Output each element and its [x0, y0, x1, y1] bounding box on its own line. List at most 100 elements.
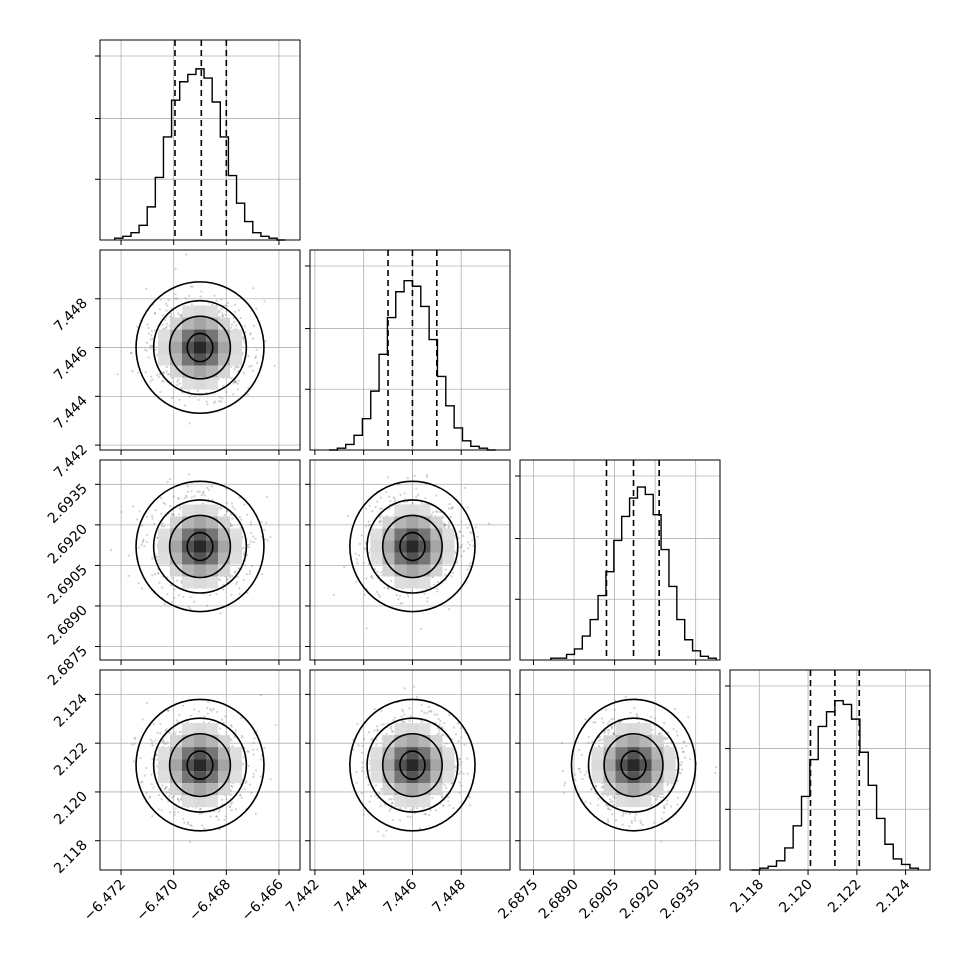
scatter-point [467, 547, 470, 550]
density-cell [230, 341, 242, 354]
scatter-point [156, 731, 159, 734]
scatter-point [379, 804, 382, 807]
scatter-point [417, 493, 420, 496]
scatter-point [409, 808, 412, 811]
density-cell [158, 329, 170, 342]
scatter-point [153, 312, 156, 315]
scatter-point [450, 575, 453, 578]
scatter-point [160, 512, 163, 515]
scatter-point [244, 331, 247, 334]
scatter-point [166, 741, 169, 744]
scatter-point [206, 712, 209, 715]
scatter-point [205, 707, 209, 710]
scatter-point [452, 726, 455, 729]
density-cell [370, 552, 383, 565]
scatter-point [231, 744, 234, 748]
scatter-point [232, 382, 235, 385]
scatter-point [203, 827, 206, 830]
scatter-point [387, 495, 391, 499]
scatter-point [199, 295, 202, 298]
scatter-point [426, 712, 429, 715]
scatter-point [170, 732, 173, 735]
scatter-point [176, 798, 179, 801]
scatter-point [185, 253, 188, 256]
scatter-point [198, 490, 201, 493]
scatter-point [380, 571, 383, 574]
scatter-point [141, 541, 144, 544]
scatter-point [165, 322, 169, 326]
density-cell [406, 735, 419, 748]
scatter-point [237, 379, 240, 382]
scatter-point [230, 377, 233, 380]
density-cell [194, 377, 206, 390]
scatter-point [140, 781, 143, 784]
scatter-point [457, 740, 460, 743]
scatter-point [408, 719, 411, 723]
scatter-point [406, 815, 410, 818]
scatter-point [127, 554, 131, 557]
density-cell [418, 528, 431, 541]
scatter-point [354, 552, 357, 555]
scatter-point [179, 505, 182, 509]
density-cell [158, 540, 170, 553]
scatter-point [218, 315, 221, 319]
scatter-point [200, 290, 203, 293]
scatter-point [251, 564, 254, 567]
scatter-point [378, 595, 381, 598]
density-cell [194, 329, 206, 342]
scatter-point [385, 829, 388, 832]
scatter-point [166, 480, 169, 483]
scatter-point [161, 380, 164, 383]
scatter-point [145, 287, 148, 290]
scatter-point [146, 323, 149, 326]
scatter-point [459, 763, 462, 766]
scatter-point [256, 748, 259, 751]
scatter-point [239, 794, 242, 797]
scatter-point [403, 721, 406, 724]
scatter-point [166, 709, 170, 712]
scatter-point [224, 304, 227, 307]
scatter-point [363, 738, 366, 741]
density-cell [158, 771, 170, 784]
density-cell [158, 759, 170, 772]
density-cell [370, 771, 383, 784]
scatter-point [466, 568, 469, 571]
scatter-point [165, 309, 168, 312]
scatter-point [265, 521, 268, 524]
scatter-point [252, 753, 255, 756]
scatter-point [581, 777, 584, 781]
scatter-point [188, 294, 191, 298]
scatter-point [180, 315, 183, 318]
scatter-point [229, 524, 232, 527]
scatter-point [234, 303, 237, 306]
density-cell [182, 576, 194, 589]
density-cell [206, 305, 218, 318]
scatter-point [188, 395, 191, 398]
scatter-point [420, 709, 423, 712]
scatter-point [224, 715, 227, 718]
scatter-point [448, 804, 451, 807]
scatter-point [153, 522, 156, 525]
scatter-point [409, 815, 412, 819]
scatter-point [247, 750, 250, 753]
scatter-point [174, 293, 177, 296]
scatter-point [170, 577, 174, 580]
density-cell [170, 540, 182, 553]
scatter-point [221, 798, 224, 801]
scatter-point [225, 578, 229, 581]
scatter-point [168, 373, 171, 376]
scatter-point [250, 531, 253, 535]
scatter-point [137, 546, 141, 549]
scatter-point [452, 806, 455, 810]
scatter-point [375, 744, 378, 747]
scatter-point [165, 325, 168, 329]
scatter-point [443, 524, 446, 527]
scatter-point [367, 520, 370, 523]
density-cell [194, 771, 206, 784]
scatter-point [185, 495, 188, 498]
scatter-point [145, 341, 149, 344]
scatter-point [376, 729, 379, 732]
scatter-point [189, 607, 192, 610]
scatter-point [188, 473, 191, 476]
scatter-point [403, 713, 406, 716]
